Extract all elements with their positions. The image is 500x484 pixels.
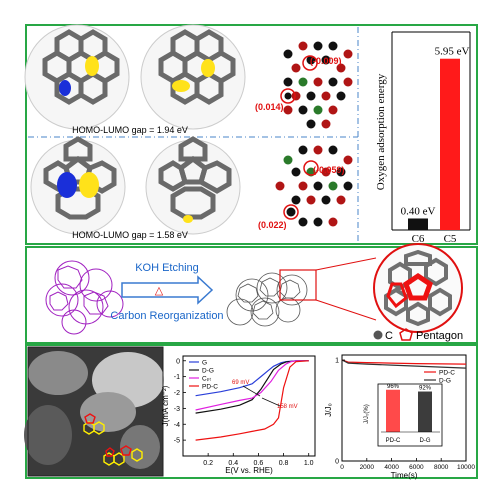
charge-label-b2: (0.022)	[258, 220, 287, 230]
lsv-y-tick-label: 0	[176, 358, 180, 365]
gap-label-a: HOMO-LUMO gap = 1.94 eV	[72, 125, 188, 135]
molecule-b-lumo	[145, 136, 241, 235]
pentagon-zoom-view	[373, 243, 463, 333]
lsv-y-tick-label: -1	[174, 374, 180, 381]
stability-y-tick-label: 0	[335, 459, 339, 466]
bar-c6	[408, 218, 428, 230]
lsv-x-tick-label: 0.2	[203, 460, 213, 467]
stability-x-tick-label: 8000	[434, 464, 449, 471]
lsv-x-tick-label: 0.8	[279, 460, 289, 467]
stability-x-tick-label: 4000	[384, 464, 399, 471]
lsv-x-tick-label: 0.6	[254, 460, 264, 467]
lsv-y-tick-label: -2	[174, 390, 180, 397]
process-arrow	[121, 275, 214, 305]
stability-x-tick-label: 0	[340, 464, 344, 471]
carbon-legend-dot	[373, 330, 383, 340]
bar-c5-value-label: 5.95 eV	[435, 46, 470, 58]
molecule-b-homo	[30, 136, 126, 235]
bar-c6-category-label: C6	[412, 233, 425, 245]
lsv-series-2	[195, 360, 309, 411]
stability-y-tick-label: 1	[335, 358, 339, 365]
lsv-series-3	[195, 360, 309, 441]
stability-series-0	[341, 359, 467, 365]
lsv-legend-label: Cₚₜ	[202, 376, 211, 383]
charge-label-a1: (-0.009)	[310, 56, 342, 66]
pentagon-legend-icon	[399, 328, 413, 341]
molecule-a-lumo	[140, 24, 246, 130]
step-carbon-reorganization: Carbon Reorganization	[110, 310, 223, 322]
charge-map-b	[275, 145, 353, 227]
stability-frame	[341, 354, 467, 462]
inset-y-axis-label: J/J₀(%)	[364, 404, 370, 424]
inset-bar-0	[386, 389, 400, 432]
bar-c5	[440, 58, 460, 230]
lsv-y-tick-label: -5	[174, 438, 180, 445]
stability-chart: 0 2000 4000 6000 8000 10000 0 1 Time(s) J/J₀ PD…	[324, 354, 475, 480]
lsv-y-tick-label: -4	[174, 422, 180, 429]
charge-label-a2: (0.014)	[255, 102, 284, 112]
stability-x-tick-label: 2000	[360, 464, 375, 471]
inset-bar-category-label: D-G	[420, 438, 431, 444]
lsv-x-tick-label: 1.0	[304, 460, 314, 467]
inset-bar-category-label: PD-C	[386, 438, 401, 444]
adsorption-bar-chart: 0.40 eV 5.95 eV C6 C5 Oxygen adsorption …	[375, 31, 471, 245]
stability-x-tick-label: 6000	[409, 464, 424, 471]
stability-legend-label: PD-C	[439, 370, 455, 377]
lsv-annotation-69mv: 69 mV	[232, 380, 249, 386]
lsv-frame	[182, 355, 316, 457]
tem-micrograph	[24, 346, 164, 477]
bar-c5-category-label: C5	[444, 233, 457, 245]
lsv-polarization-chart: 0.2 0.4 0.6 0.8 1.00-1-2-3-4-5 E(V vs. RHE) …	[161, 355, 316, 475]
molecule-a-homo	[24, 24, 130, 130]
stability-y-axis-label: J/J₀	[324, 403, 333, 417]
bar-c6-value-label: 0.40 eV	[401, 205, 436, 217]
zoom-line-bottom	[315, 299, 377, 321]
zoom-box	[279, 269, 317, 301]
charge-label-b1: (-0.059)	[313, 165, 345, 175]
lsv-x-axis-label: E(V vs. RHE)	[225, 466, 273, 475]
adsorption-y-axis-label: Oxygen adsorption energy	[375, 73, 387, 190]
inset-bar-1	[418, 391, 432, 432]
charge-map-a	[280, 41, 353, 129]
lsv-y-tick-label: -3	[174, 406, 180, 413]
stability-legend-label: D-G	[439, 378, 451, 385]
stability-series-1	[341, 359, 467, 369]
heat-triangle: △	[155, 285, 164, 297]
zoom-line-top	[315, 257, 377, 271]
lsv-arrow-69mv	[242, 385, 261, 397]
stability-x-tick-label: 10000	[457, 464, 475, 471]
pentagon-legend-label: Pentagon	[416, 330, 463, 342]
lsv-annotation-158mv: 158 mV	[277, 404, 298, 410]
reorganized-carbon-cluster	[226, 272, 308, 327]
stability-x-axis-label: Time(s)	[391, 471, 418, 480]
fullerene-cluster	[45, 260, 124, 335]
step-koh-etching: KOH Etching	[135, 262, 199, 274]
lsv-legend-label: G	[202, 360, 207, 367]
stability-legend: PD-CD-G	[424, 370, 455, 385]
lsv-legend-label: PD-C	[202, 384, 218, 391]
inset-bar-value-label: 92%	[419, 386, 432, 392]
inset-bar-value-label: 96%	[387, 384, 400, 390]
carbon-legend-label: C	[385, 330, 393, 342]
lsv-x-tick-label: 0.4	[228, 460, 238, 467]
lsv-y-axis-label: J(mA cm⁻²)	[161, 385, 170, 426]
lsv-legend-label: D-G	[202, 368, 214, 375]
lsv-arrow-158mv	[261, 397, 281, 407]
gap-label-b: HOMO-LUMO gap = 1.58 eV	[72, 230, 188, 240]
lsv-series-1	[195, 360, 309, 414]
